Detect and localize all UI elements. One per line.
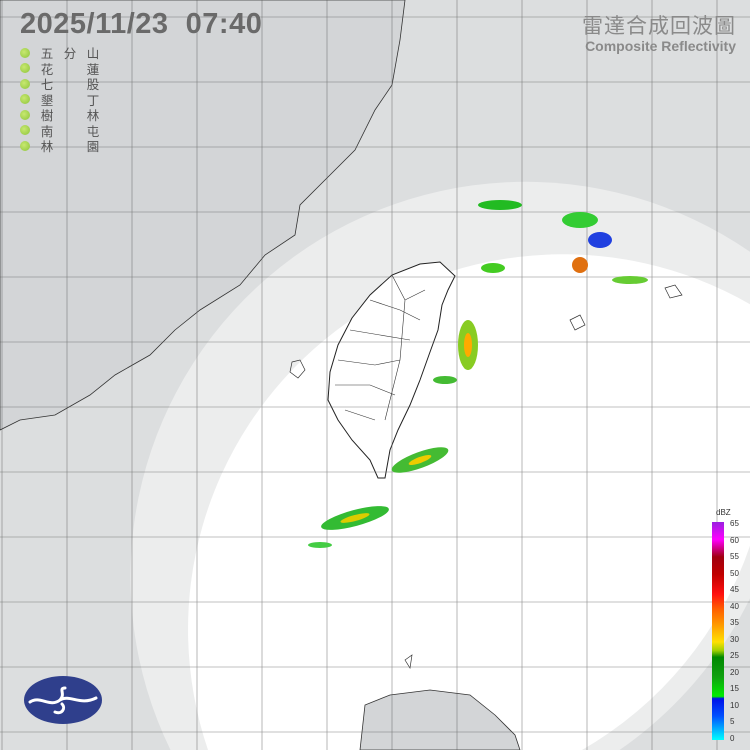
- station-name-char: 丁: [86, 92, 100, 108]
- station-name-char: 花: [40, 61, 54, 77]
- product-title: 雷達合成回波圖 Composite Reflectivity: [582, 10, 736, 54]
- product-title-zh: 雷達合成回波圖: [582, 14, 736, 38]
- station-name-char: 七: [40, 77, 54, 93]
- station-name-char: 園: [86, 139, 100, 155]
- station-name-char: 山: [86, 46, 100, 62]
- station-status-icon: [20, 109, 30, 120]
- china-coast: [0, 0, 406, 431]
- colorbar-tick-label: 40: [730, 601, 739, 611]
- islands: [289, 284, 683, 669]
- colorbar-tick-label: 45: [730, 585, 739, 594]
- colorbar-tick-label: 20: [730, 667, 739, 677]
- colorbar-tick-label: 5: [730, 717, 735, 726]
- county-borders: [335, 274, 426, 421]
- station-item: 南屯: [20, 123, 100, 139]
- station-name-char: 林: [86, 108, 100, 124]
- station-name-char: 股: [86, 77, 100, 93]
- radar-echoes: [308, 200, 648, 548]
- colorbar-tick-label: 65: [730, 519, 739, 528]
- station-name-char: 墾: [40, 92, 54, 108]
- station-item: 七股: [20, 76, 100, 92]
- station-name-char: 南: [40, 123, 54, 139]
- station-name-char: 樹: [40, 108, 54, 124]
- station-name-char: 林: [40, 139, 54, 155]
- station-status-icon: [20, 140, 30, 151]
- station-status-icon: [20, 78, 30, 89]
- station-item: 五分山: [20, 45, 100, 61]
- station-status-icon: [20, 47, 30, 58]
- station-name: 七股: [40, 74, 100, 93]
- station-item: 花蓮: [20, 61, 100, 77]
- luzon: [359, 689, 521, 750]
- station-item: 樹林: [20, 107, 100, 123]
- colorbar-tick-label: 0: [730, 733, 735, 743]
- station-name-char: [63, 136, 77, 155]
- cwa-logo-icon: [24, 676, 102, 724]
- colorbar-tick-label: 60: [730, 535, 739, 545]
- station-list: 五分山花蓮七股墾丁樹林南屯林園: [20, 45, 100, 154]
- station-status-icon: [20, 94, 30, 105]
- station-name: 南屯: [40, 121, 100, 140]
- colorbar-tick-label: 50: [730, 568, 739, 578]
- station-name-char: 五: [40, 46, 54, 62]
- station-name-char: 屯: [86, 123, 100, 139]
- colorbar-tick-label: 30: [730, 634, 739, 644]
- colorbar-tick-label: 10: [730, 700, 739, 710]
- colorbar-tick-label: 25: [730, 651, 739, 660]
- station-name: 樹林: [40, 105, 100, 124]
- reflectivity-colorbar: [712, 522, 724, 740]
- station-name: 林園: [40, 136, 100, 155]
- station-item: 林園: [20, 138, 100, 154]
- taiwan: [327, 261, 456, 479]
- station-name-char: 分: [63, 46, 77, 62]
- colorbar-unit: dBZ: [716, 508, 731, 517]
- station-item: 墾丁: [20, 92, 100, 108]
- colorbar-tick-label: 35: [730, 618, 739, 627]
- radar-datetime: 2025/11/23 07:40: [20, 8, 263, 40]
- station-name-char: 蓮: [86, 61, 100, 77]
- radar-coverage: [188, 254, 750, 750]
- product-title-en: Composite Reflectivity: [585, 38, 736, 54]
- station-status-icon: [20, 125, 30, 136]
- station-name: 墾丁: [40, 90, 100, 109]
- station-status-icon: [20, 63, 30, 74]
- colorbar-tick-label: 15: [730, 684, 739, 693]
- colorbar-tick-label: 55: [730, 552, 739, 561]
- station-name: 五分山: [40, 43, 100, 62]
- station-name: 花蓮: [40, 59, 100, 78]
